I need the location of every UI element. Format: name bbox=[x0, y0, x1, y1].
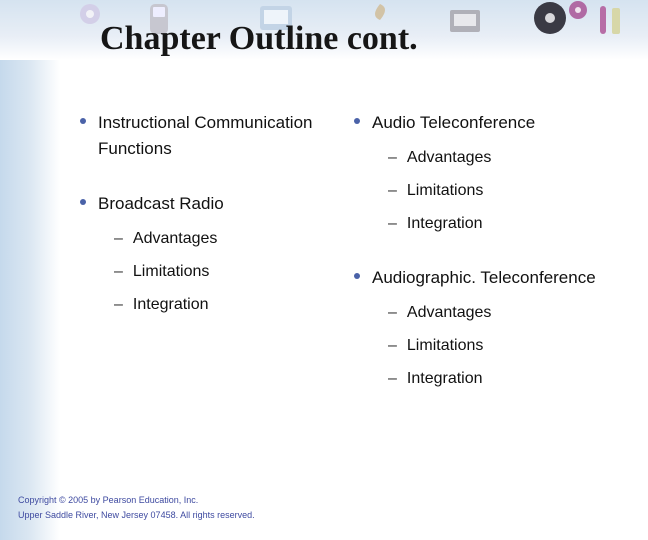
list-subitem: – Limitations bbox=[114, 262, 344, 283]
dash-icon: – bbox=[114, 262, 123, 283]
list-subitem: – Integration bbox=[388, 214, 618, 235]
dash-icon: – bbox=[388, 214, 397, 235]
bullet-dot-icon bbox=[354, 273, 360, 279]
dash-icon: – bbox=[114, 295, 123, 316]
decor-left-band bbox=[0, 0, 60, 540]
subitem-text: Advantages bbox=[133, 229, 218, 250]
bullet-text: Instructional Communication Functions bbox=[98, 110, 344, 163]
subitem-text: Integration bbox=[407, 369, 483, 390]
bullet-text: Audio Teleconference bbox=[372, 110, 535, 136]
list-item: Broadcast Radio bbox=[80, 191, 344, 217]
bullet-dot-icon bbox=[80, 199, 86, 205]
dash-icon: – bbox=[388, 336, 397, 357]
list-item: Instructional Communication Functions bbox=[80, 110, 344, 163]
subitem-text: Integration bbox=[133, 295, 209, 316]
subitem-text: Advantages bbox=[407, 148, 492, 169]
bullet-text: Audiographic. Teleconference bbox=[372, 265, 596, 291]
dash-icon: – bbox=[114, 229, 123, 250]
dash-icon: – bbox=[388, 148, 397, 169]
bullet-text: Broadcast Radio bbox=[98, 191, 224, 217]
subitem-text: Limitations bbox=[407, 181, 483, 202]
spacer bbox=[354, 243, 618, 265]
list-subitem: – Advantages bbox=[388, 303, 618, 324]
list-subitem: – Advantages bbox=[114, 229, 344, 250]
list-subitem: – Integration bbox=[114, 295, 344, 316]
list-subitem: – Limitations bbox=[388, 181, 618, 202]
dash-icon: – bbox=[388, 303, 397, 324]
content-area: Instructional Communication Functions Br… bbox=[80, 110, 628, 397]
bullet-dot-icon bbox=[354, 118, 360, 124]
spacer bbox=[80, 169, 344, 191]
slide-title: Chapter Outline cont. bbox=[100, 20, 608, 58]
list-subitem: – Advantages bbox=[388, 148, 618, 169]
dash-icon: – bbox=[388, 369, 397, 390]
bullet-dot-icon bbox=[80, 118, 86, 124]
list-subitem: – Limitations bbox=[388, 336, 618, 357]
footer: Copyright © 2005 by Pearson Education, I… bbox=[18, 493, 255, 522]
list-subitem: – Integration bbox=[388, 369, 618, 390]
left-column: Instructional Communication Functions Br… bbox=[80, 110, 354, 397]
footer-line-2: Upper Saddle River, New Jersey 07458. Al… bbox=[18, 508, 255, 522]
footer-line-1: Copyright © 2005 by Pearson Education, I… bbox=[18, 493, 255, 507]
subitem-text: Integration bbox=[407, 214, 483, 235]
subitem-text: Limitations bbox=[407, 336, 483, 357]
subitem-text: Limitations bbox=[133, 262, 209, 283]
list-item: Audio Teleconference bbox=[354, 110, 618, 136]
dash-icon: – bbox=[388, 181, 397, 202]
subitem-text: Advantages bbox=[407, 303, 492, 324]
list-item: Audiographic. Teleconference bbox=[354, 265, 618, 291]
right-column: Audio Teleconference – Advantages – Limi… bbox=[354, 110, 628, 397]
